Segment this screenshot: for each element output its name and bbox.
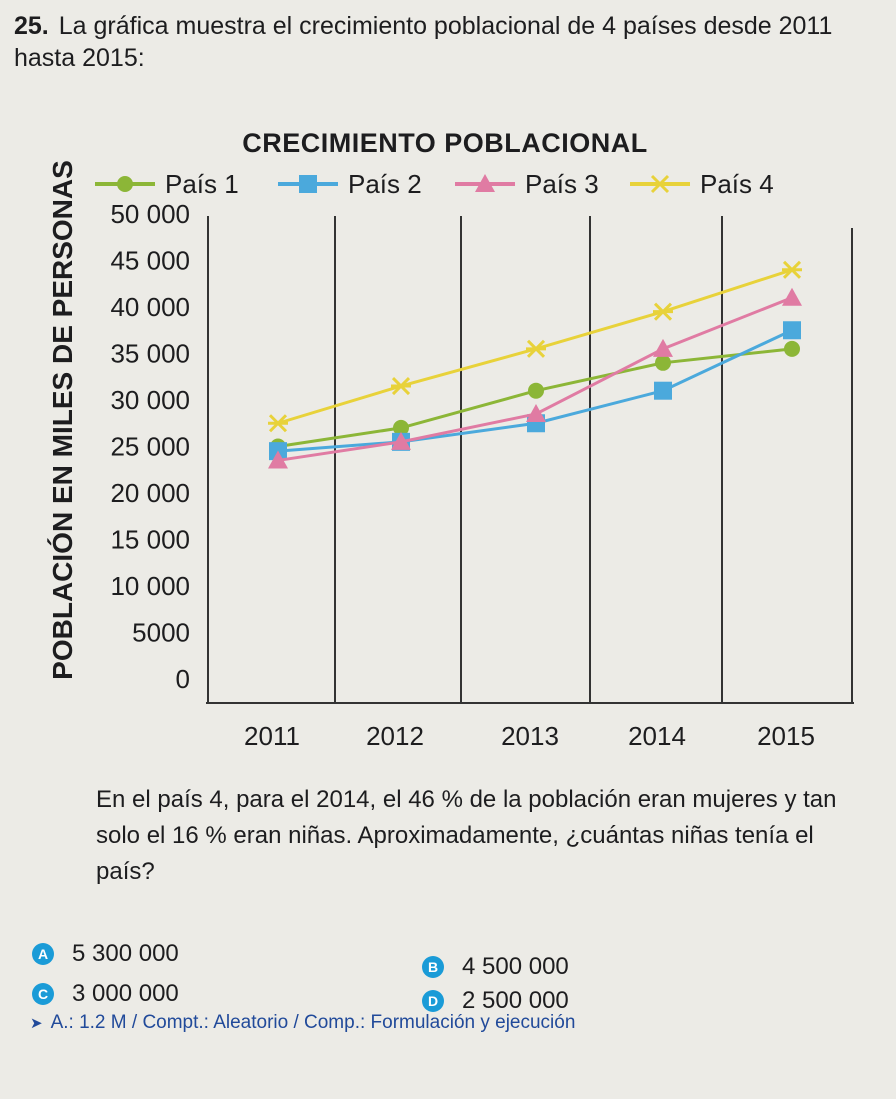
- question-number: 25.: [14, 12, 49, 40]
- legend-marker: [650, 174, 670, 194]
- legend-label: País 2: [348, 169, 422, 199]
- y-tick-label: 25 000: [110, 432, 190, 462]
- data-point: [653, 302, 673, 321]
- y-tick-label: 10 000: [110, 571, 190, 601]
- y-tick-label: 40 000: [110, 292, 190, 322]
- x-tick-label: 2014: [628, 721, 686, 751]
- data-point: [783, 321, 801, 340]
- x-tick-label: 2015: [757, 721, 815, 751]
- legend-label: País 4: [700, 169, 774, 199]
- data-point: [526, 403, 546, 422]
- series-3: [268, 287, 802, 469]
- series-4: [268, 260, 802, 433]
- legend-item: País 1: [95, 169, 239, 199]
- data-point: [393, 419, 409, 436]
- footer-text: A.: 1.2 M / Compt.: Aleatorio / Comp.: F…: [50, 1012, 576, 1033]
- option-b-badge: B: [422, 956, 444, 978]
- data-point: [391, 431, 411, 450]
- x-tick-label: 2011: [244, 721, 300, 751]
- data-point: [268, 450, 288, 469]
- x-tick-label: 2012: [366, 721, 424, 751]
- data-point: [782, 287, 802, 306]
- data-point: [528, 382, 544, 399]
- series-1: [270, 340, 800, 455]
- legend-marker: [299, 175, 317, 193]
- y-tick-label: 0: [176, 664, 190, 694]
- y-tick-label: 50 000: [110, 199, 190, 229]
- footer-meta: ➤ A.: 1.2 M / Compt.: Aleatorio / Comp.:…: [30, 1012, 575, 1034]
- data-point: [391, 376, 411, 396]
- option-d-badge: D: [422, 990, 444, 1012]
- chart-title: CRECIMIENTO POBLACIONAL: [242, 128, 648, 158]
- data-point: [784, 340, 800, 357]
- option-c[interactable]: C 3 000 000: [32, 980, 179, 1008]
- option-d-value: 2 500 000: [462, 987, 569, 1014]
- question-header: 25. La gráfica muestra el crecimiento pob…: [14, 10, 884, 74]
- y-tick-label: 45 000: [110, 246, 190, 276]
- option-c-value: 3 000 000: [72, 980, 179, 1007]
- option-b[interactable]: B 4 500 000: [422, 953, 569, 981]
- y-axis-label: POBLACIÓN EN MILES DE PERSONAS: [47, 160, 78, 680]
- data-point: [654, 381, 672, 400]
- legend-marker: [475, 174, 495, 192]
- data-point: [655, 354, 671, 371]
- option-d[interactable]: D 2 500 000: [422, 987, 569, 1015]
- data-point: [653, 338, 673, 357]
- option-c-badge: C: [32, 983, 54, 1005]
- y-tick-label: 5000: [132, 618, 190, 648]
- y-tick-label: 15 000: [110, 525, 190, 555]
- question-prompt: En el país 4, para el 2014, el 46 % de l…: [96, 786, 837, 885]
- option-b-value: 4 500 000: [462, 953, 569, 980]
- data-point: [268, 414, 288, 433]
- legend-item: País 4: [630, 169, 774, 199]
- option-a-badge: A: [32, 943, 54, 965]
- question-text: La gráfica muestra el crecimiento poblac…: [14, 12, 833, 72]
- y-tick-label: 35 000: [110, 339, 190, 369]
- chevron-right-icon: ➤: [30, 1015, 43, 1032]
- legend-item: País 3: [455, 169, 599, 199]
- y-tick-label: 30 000: [110, 385, 190, 415]
- legend-label: País 1: [165, 169, 239, 199]
- legend-label: País 3: [525, 169, 599, 199]
- data-point: [526, 339, 546, 358]
- y-tick-label: 20 000: [110, 478, 190, 508]
- legend-marker: [117, 176, 133, 192]
- option-a-value: 5 300 000: [72, 940, 179, 967]
- data-point: [782, 260, 802, 279]
- option-a[interactable]: A 5 300 000: [32, 940, 179, 968]
- legend-item: País 2: [278, 169, 422, 199]
- x-tick-label: 2013: [501, 721, 559, 751]
